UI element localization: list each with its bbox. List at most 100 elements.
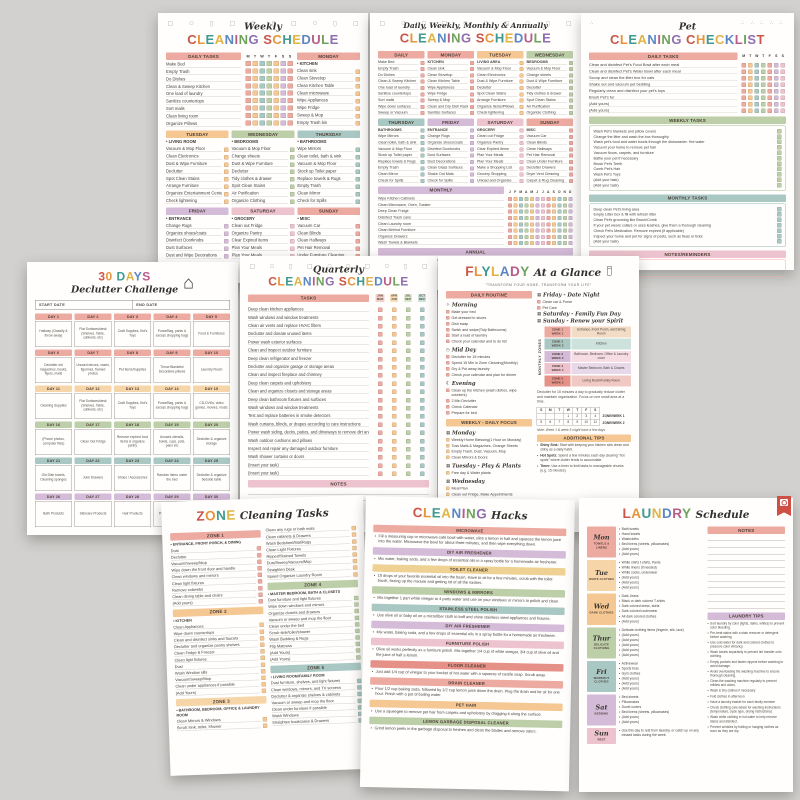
laundry-item-text: Sports bras [621,666,639,671]
week-item: Clean car & Purse [537,299,631,304]
laundry-title: LAUNDRY Schedule [587,506,785,522]
day-item-list: • Delicate clothing items (lingerie, silk… [619,627,703,658]
checkbox [405,332,411,337]
quarter-to: MAR [376,297,384,301]
laundry-item-text: Dark Jeans [621,594,639,599]
quarter-cell [415,307,429,313]
annual-header-pill: ANNUAL [378,248,573,256]
task-row: Clean Glass Surfaces [427,164,474,171]
task-label: Change sheets [526,72,567,78]
day-cell [741,76,748,81]
month-cell [535,203,541,208]
task-row: Dust & Wipe Furniture [231,159,295,167]
task-label: Deep clean refrigerator and freezer [248,356,369,362]
day-cell [780,89,787,94]
checkbox [273,90,279,96]
laundry-item-text: (Add yours) [621,581,639,585]
task-label: Vacuum & Mop Floor [166,146,223,152]
week-heading-text: Saturday - Family Fun Day [543,310,621,317]
checkbox [245,90,251,96]
quarter-cell [387,324,401,329]
quarter-cell [387,446,401,452]
checkbox [777,177,782,183]
bullet: • [619,552,621,557]
calendar-grid: S M T W T F S 1 2 3 4 5 6 7 8 9 10 11 [536,406,600,426]
checkbox [529,216,534,221]
month-letter: M [518,190,524,194]
bullet: • [619,715,621,720]
day-name: Thur [592,634,611,643]
checkbox [519,172,524,177]
zone-right-column: Clean any rugs or bath mats Clean cabinet… [265,524,363,728]
task-label: Scoop and clean the litter box for cats [589,76,738,81]
task-row: Clean Electronics [166,152,229,160]
checkbox [519,60,524,65]
task-label: Clean and Dry Dish Rack [427,103,468,109]
task-label: Empty Trash [297,183,354,189]
checkbox [252,83,258,89]
bullet: • [537,454,539,458]
month-checkbox-row [507,241,573,246]
checkbox [537,299,541,304]
month-cell [513,222,519,227]
task-label: Wash shower curtains or doors [248,455,369,460]
task-label: Dust Decorations [427,159,468,164]
checkbox [405,389,411,395]
day-color-block: Fri WORKOUT CLOTHES [587,660,616,692]
hack-body: 10 drops of your favorite essential oil … [377,573,553,586]
bullet: • [619,586,621,590]
calendar-row-label: ZONE/WEEK 2 [602,421,625,425]
task-label: Declutter [231,168,288,175]
page-pet-cleaning-checklist: ∴ ∴ ∴ ∴ ∴ ∴ Pet CLEANING CHECKLIST DAILY… [581,13,794,277]
task-row: Arrange Furniture [477,96,524,103]
checkbox [518,216,523,221]
checkbox [355,162,360,167]
task-row: Sort mails [166,104,241,112]
quarterly-task-row: Deep clean refrigerator and freezer [248,353,429,362]
checkbox [377,315,383,321]
checkbox [405,397,411,403]
day-color-block: Wed DARK CLOTHES [587,593,616,625]
checkbox [420,73,425,78]
checkbox [351,538,357,544]
day-category: DELICATE CLOTHING [593,643,610,651]
day-cell [754,69,761,74]
quarter-label: APR JUN [387,294,401,302]
task-label: Vacuum Car [526,134,567,139]
tip-item: • Timer: Use a timer to limit tasks to ma… [537,465,631,474]
day-task-text: Purse/Bag, pants & excess shopping bags [153,393,191,419]
month-cell [546,203,552,208]
zone-row: ZONE 4 WEEK 4 Master Bedroom, Bath & Close… [544,363,631,375]
quarterly-task-row: Wash windows and window treatments [248,402,429,411]
day-header: WEDNESDAY [526,51,573,59]
checkbox [754,82,759,87]
task-label: Wash outdoor cushions and pillows [248,438,369,444]
checkbox [446,309,450,314]
checkbox [391,397,397,403]
week-item-text: Clean Mirrors & Doors [451,455,488,460]
quarterly-task-row: (Insert your task) [248,468,429,477]
weekly-day-row: FRIDAY • ENTRANCE Change Rugs Organize shoe… [166,207,360,259]
laundry-tips-header: LAUNDRY TIPS [707,612,785,620]
task-row: Clean sink [297,67,360,74]
day-cell [754,89,761,94]
week-heading-text: Wednesday [452,478,485,485]
task-label: (Add your task) [593,182,619,188]
daily-task-row: Scoop and clean the litter box for cats [589,74,786,81]
task-row: Check lightening [166,196,229,204]
checkbox [780,89,785,94]
laundry-item-text: Activewear [621,661,639,666]
checkbox [551,234,556,239]
month-cell [568,222,574,227]
task-label: Vacuum Car [297,223,354,229]
hack-section: STAINLESS STEEL POLISH • Use olive oil or … [371,603,565,621]
tip-text: Use cold water for dark and colored clot… [710,641,775,649]
date-bar: START DATE END DATE [35,300,230,310]
checkbox [519,67,524,72]
checkbox [741,76,746,81]
task-label: Stock up Toilet paper [378,153,419,158]
task-label: Check for Spills [378,178,419,183]
task-label: One load of laundry [378,85,419,90]
tip-text: Empty pockets and fasten zippers before … [710,660,784,668]
checkbox [355,113,360,119]
